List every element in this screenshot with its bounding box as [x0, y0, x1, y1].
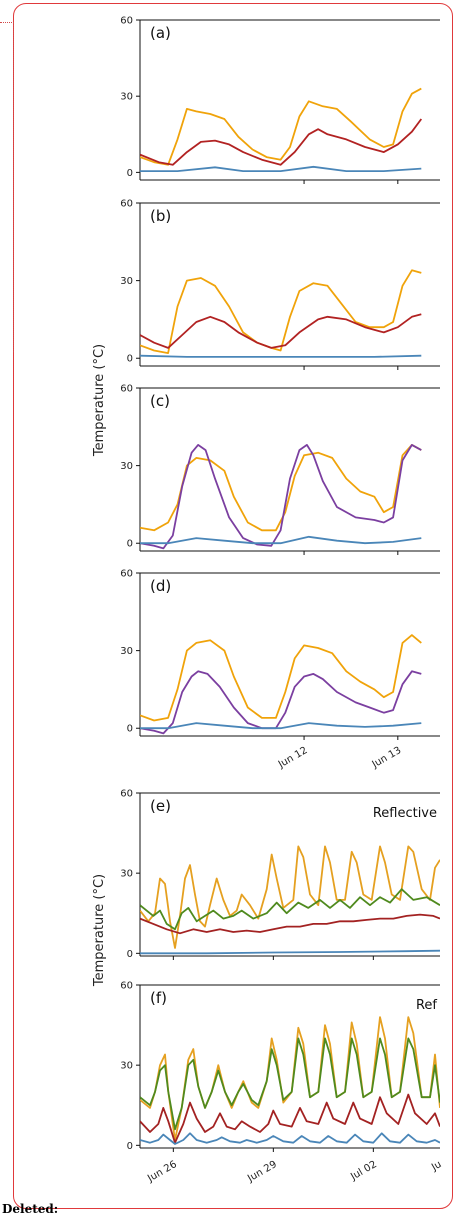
series-line: [140, 354, 422, 358]
y-tick-label: 30: [120, 276, 133, 287]
series-line: [140, 535, 422, 545]
series-line: [140, 1132, 440, 1145]
y-tick-label: 0: [127, 1141, 133, 1152]
panel-annotation: Ref: [416, 998, 437, 1013]
panel-label: (a): [150, 24, 171, 42]
x-tick-label: Jun 13: [370, 745, 404, 771]
y-tick-label: 60: [120, 789, 133, 800]
panel-a: 0 30 60 (a): [120, 16, 440, 184]
y-tick-label: 0: [127, 539, 133, 550]
deleted-label: Deleted:: [2, 1202, 59, 1216]
y-tick-label: 0: [127, 724, 133, 735]
series-line: [140, 269, 422, 355]
series-line: [140, 313, 422, 349]
x-tick-label: Jul 02: [348, 1159, 379, 1183]
series-line: [140, 670, 422, 735]
series-line: [140, 634, 422, 722]
panel-c: 0 30 60 (c): [120, 384, 440, 555]
x-tick-label: Jun 29: [245, 1159, 279, 1185]
series-line: [140, 722, 422, 730]
series-line: [140, 118, 423, 166]
chart-group-top: 0 30 60 (a) 0 30 60 (b) 0 30 60 (c) 0 30 60 (d) Jun 12 Ju…: [120, 16, 440, 771]
series-line: [140, 949, 440, 955]
panel-b: 0 30 60 (b): [120, 199, 440, 370]
y-tick-label: 60: [120, 981, 133, 992]
panel-label: (e): [150, 797, 171, 815]
chart-group-bottom: 0 30 60 (e) Reflective 0 30 60 (f) Ref Jun 26 Jun 2…: [120, 789, 443, 1185]
y-axis-label-top: Temperature (°C): [92, 344, 107, 457]
y-tick-label: 0: [127, 168, 133, 179]
panel-label: (f): [150, 989, 167, 1007]
y-tick-label: 30: [120, 461, 133, 472]
panel-e: 0 30 60 (e) Reflective: [120, 789, 440, 960]
panel-label: (b): [150, 207, 171, 225]
y-tick-label: 30: [120, 646, 133, 657]
series-line: [140, 845, 440, 949]
x-tick-label: Jun 12: [276, 745, 310, 771]
panel-f: 0 30 60 (f) Ref: [120, 981, 440, 1152]
x-tick-label: Ju: [429, 1159, 443, 1174]
panel-annotation: Reflective: [373, 806, 437, 821]
panel-label: (c): [150, 392, 170, 410]
series-line: [140, 1037, 440, 1131]
y-axis-label-bottom: Temperature (°C): [92, 874, 107, 987]
series-line: [140, 1093, 440, 1144]
series-line: [140, 443, 422, 550]
y-tick-label: 60: [120, 16, 133, 27]
y-tick-label: 60: [120, 384, 133, 395]
y-tick-label: 60: [120, 199, 133, 210]
x-tick-label: Jun 26: [145, 1159, 179, 1185]
y-tick-label: 30: [120, 869, 133, 880]
series-line: [140, 87, 422, 166]
comment-frame: [13, 3, 453, 1209]
y-tick-label: 30: [120, 92, 133, 103]
y-tick-label: 0: [127, 354, 133, 365]
y-tick-label: 30: [120, 1061, 133, 1072]
panel-d: 0 30 60 (d): [120, 569, 440, 740]
series-line: [140, 165, 422, 173]
y-tick-label: 60: [120, 569, 133, 580]
y-tick-label: 0: [127, 949, 133, 960]
series-line: [140, 913, 440, 935]
series-line: [140, 443, 422, 532]
comment-connector: [0, 22, 14, 352]
panel-label: (d): [150, 577, 171, 595]
series-line: [140, 888, 440, 931]
